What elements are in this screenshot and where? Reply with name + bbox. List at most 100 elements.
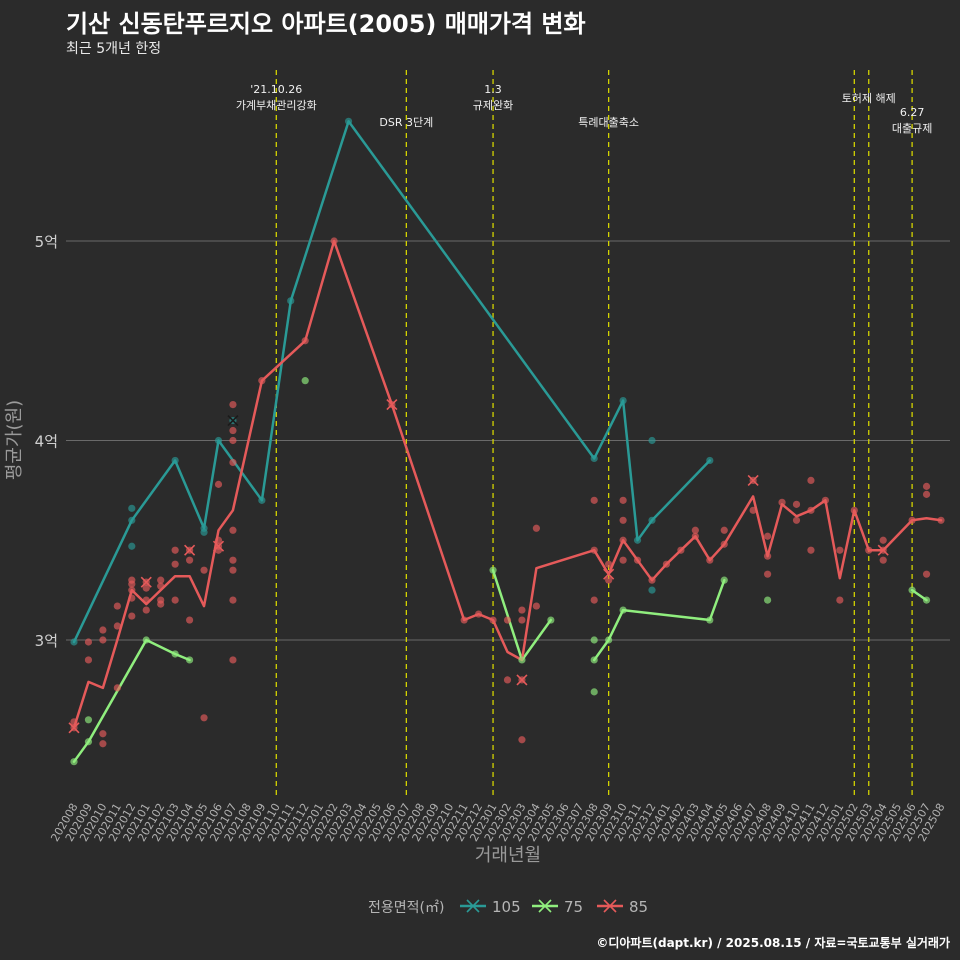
data-point-85 <box>229 526 237 534</box>
data-point-75 <box>70 758 78 766</box>
series-line-85 <box>72 239 943 730</box>
data-point-75 <box>171 650 179 658</box>
data-point-85 <box>128 586 136 594</box>
data-point-105 <box>258 496 266 504</box>
data-point-85 <box>764 532 772 540</box>
legend-title: 전용면적(㎡) <box>368 900 444 916</box>
data-point-85 <box>937 516 945 524</box>
data-point-85 <box>229 436 237 445</box>
data-point-marker-85 <box>140 576 152 588</box>
data-point-85 <box>850 506 858 514</box>
data-point-75 <box>605 636 613 644</box>
data-points-layer <box>68 117 945 766</box>
data-point-85 <box>99 730 107 738</box>
data-point-85 <box>229 400 237 409</box>
data-point-85 <box>229 556 237 564</box>
data-point-75 <box>186 656 194 664</box>
chart-title: 기산 신동탄푸르지오 아파트(2005) 매매가격 변화 <box>66 10 586 38</box>
data-point-85 <box>922 482 931 490</box>
data-point-105 <box>590 454 598 463</box>
data-point-85 <box>503 616 512 624</box>
data-point-marker-85 <box>877 544 889 556</box>
series-line-75 <box>491 568 553 662</box>
data-point-105 <box>128 504 136 512</box>
data-point-85 <box>142 606 150 614</box>
data-point-75 <box>590 636 598 644</box>
data-point-85 <box>84 638 93 646</box>
data-point-85 <box>128 580 136 588</box>
legend-swatch-marker-75 <box>538 899 552 913</box>
data-point-marker-85 <box>603 568 615 580</box>
data-point-85 <box>157 600 165 608</box>
data-point-85 <box>128 594 136 602</box>
data-point-85 <box>778 498 786 506</box>
data-point-85 <box>865 546 873 554</box>
data-point-85 <box>836 596 844 604</box>
data-point-85 <box>84 656 93 664</box>
data-point-75 <box>142 636 150 644</box>
data-point-85 <box>605 576 613 584</box>
data-point-85 <box>229 458 237 467</box>
event-annotation: DSR 3단계 <box>379 116 433 129</box>
data-point-105 <box>200 528 208 536</box>
data-point-75 <box>489 566 497 574</box>
data-point-75 <box>706 616 714 624</box>
data-point-85 <box>460 616 468 624</box>
data-point-85 <box>142 596 150 604</box>
data-point-85 <box>229 596 237 604</box>
data-point-85 <box>590 546 598 554</box>
data-point-85 <box>503 676 512 684</box>
data-point-85 <box>792 516 801 524</box>
event-annotation: 1.3 <box>484 83 502 96</box>
event-annotation: 특례대출축소 <box>578 116 639 129</box>
data-point-85 <box>258 377 266 385</box>
event-annotation: 가계부채관리강화 <box>236 99 317 112</box>
legend-swatch-marker-85 <box>603 899 617 913</box>
data-point-85 <box>807 506 815 514</box>
data-point-marker-85 <box>68 722 80 734</box>
data-point-marker-85 <box>184 544 196 556</box>
event-annotation: 6.27 <box>900 106 925 119</box>
axis-layer: 3억4억5억2020082020092020102020112020122021… <box>35 233 948 844</box>
data-point-marker-85 <box>516 674 528 686</box>
series-lines-layer <box>72 120 943 763</box>
data-point-85 <box>764 570 772 578</box>
data-point-85 <box>157 576 165 584</box>
data-point-85 <box>922 490 931 498</box>
data-point-85 <box>113 622 121 630</box>
data-point-85 <box>879 556 887 564</box>
data-point-85 <box>691 526 699 534</box>
data-point-85 <box>691 532 699 540</box>
data-point-85 <box>821 496 830 504</box>
legend-label-75: 75 <box>564 898 583 916</box>
data-point-85 <box>489 616 497 624</box>
data-point-85 <box>836 546 844 554</box>
data-point-marker-85 <box>386 399 398 411</box>
data-point-85 <box>518 616 526 624</box>
data-point-105 <box>648 586 656 594</box>
x-axis-title: 거래년월 <box>475 845 541 866</box>
data-point-85 <box>475 610 483 618</box>
legend: 전용면적(㎡) 105 75 85 <box>368 898 648 916</box>
event-annotation: '21.10.26 <box>250 83 302 96</box>
data-point-85 <box>749 506 757 514</box>
data-point-75 <box>720 576 728 584</box>
series-line-105 <box>72 120 712 644</box>
legend-swatch-marker-105 <box>466 899 480 913</box>
data-point-105 <box>633 536 642 544</box>
data-point-85 <box>590 596 598 604</box>
data-point-75 <box>922 596 931 604</box>
data-point-105 <box>287 297 295 305</box>
chart-subtitle: 최근 5개년 한정 <box>66 41 162 57</box>
data-point-85 <box>633 556 642 564</box>
data-point-85 <box>330 237 338 245</box>
data-point-75 <box>590 656 598 664</box>
data-point-85 <box>99 626 107 634</box>
data-point-85 <box>879 536 887 544</box>
data-point-105 <box>128 516 136 524</box>
data-point-marker-85 <box>212 540 225 552</box>
data-point-85 <box>171 546 179 554</box>
data-point-85 <box>677 546 685 554</box>
